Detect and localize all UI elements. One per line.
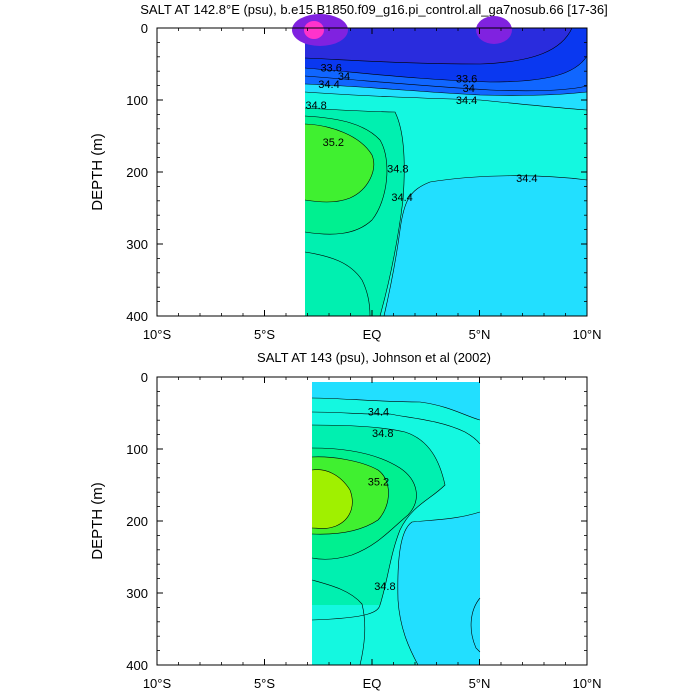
- top-y-axis-label: DEPTH (m): [89, 133, 106, 211]
- bottom-contour-line: [397, 511, 481, 666]
- contour-label: 35.2: [368, 476, 389, 488]
- top-contour-line: [304, 83, 588, 96]
- y-tick-label: 400: [126, 658, 148, 673]
- x-tick-label: 10°N: [572, 676, 601, 691]
- top-contour-line: [304, 55, 588, 83]
- y-tick-label: 300: [126, 237, 148, 252]
- contour-label: 34: [338, 71, 350, 83]
- y-tick-label: 200: [126, 514, 148, 529]
- y-tick-label: 100: [126, 442, 148, 457]
- bottom-panel: SALT AT 143 (psu), Johnson et al (2002) …: [89, 350, 602, 691]
- x-tick-label: 10°N: [572, 327, 601, 342]
- contour-label: 34.4: [391, 192, 412, 204]
- contour-label: 34.8: [374, 581, 395, 593]
- x-tick-label: EQ: [363, 676, 382, 691]
- top-contour-line: [304, 123, 374, 203]
- top-contour-line: [304, 27, 573, 65]
- top-fill-magenta-left: [304, 21, 324, 39]
- x-tick-label: 10°S: [143, 676, 172, 691]
- bottom-contour-labels: 34.4 34.8 35.2 34.8: [368, 407, 396, 593]
- contour-label: 34.4: [318, 79, 339, 91]
- y-tick-label: 400: [126, 309, 148, 324]
- top-contours: [304, 27, 588, 317]
- x-tick-label: EQ: [363, 327, 382, 342]
- contour-label: 33.6: [320, 63, 341, 75]
- bottom-contour-line: [311, 447, 417, 560]
- contour-label: 34.8: [372, 428, 393, 440]
- top-contour-line: [383, 175, 588, 317]
- top-contour-line: [304, 75, 588, 92]
- contour-label: 34.4: [456, 95, 477, 107]
- contour-label: 34.8: [387, 163, 408, 175]
- top-contour-line: [304, 91, 588, 111]
- bottom-contour-line: [311, 579, 366, 666]
- bottom-fill-yellowgreen: [312, 469, 353, 529]
- y-tick-label: 300: [126, 586, 148, 601]
- x-tick-label: 5°S: [254, 327, 275, 342]
- top-contour-line: [304, 107, 405, 317]
- bottom-contour-line: [311, 411, 481, 445]
- top-contour-line: [304, 251, 371, 317]
- top-fill-purple-right: [476, 16, 512, 44]
- y-tick-label: 200: [126, 165, 148, 180]
- bottom-contour-line: [311, 397, 481, 421]
- contour-label: 34: [463, 83, 475, 95]
- bottom-title: SALT AT 143 (psu), Johnson et al (2002): [257, 350, 491, 365]
- top-ticks: 10°S 5°S EQ 5°N 10°N 0 100 200 300 400: [126, 21, 601, 342]
- y-tick-label: 0: [141, 21, 148, 36]
- bottom-plot-field: 34.4 34.8 35.2 34.8: [311, 382, 481, 666]
- y-tick-label: 0: [141, 370, 148, 385]
- y-tick-label: 100: [126, 93, 148, 108]
- bottom-contour-line: [311, 456, 389, 535]
- top-contour-line: [304, 115, 388, 235]
- x-tick-label: 5°N: [469, 327, 491, 342]
- contour-label: 33.6: [456, 73, 477, 85]
- contour-label: 34.4: [368, 407, 389, 419]
- bottom-contour-line: [470, 597, 481, 653]
- bottom-y-axis-label: DEPTH (m): [89, 482, 106, 560]
- x-tick-label: 5°S: [254, 676, 275, 691]
- top-fill-green-core: [305, 124, 374, 202]
- top-title: SALT AT 142.8°E (psu), b.e15.B1850.f09_g…: [140, 2, 608, 17]
- x-tick-label: 5°N: [469, 676, 491, 691]
- contour-label: 35.2: [323, 137, 344, 149]
- x-tick-label: 10°S: [143, 327, 172, 342]
- bottom-contour-line: [311, 424, 446, 621]
- bottom-contour-line: [311, 469, 353, 529]
- bottom-ticks: 10°S 5°S EQ 5°N 10°N 0 100 200 300 400: [126, 370, 601, 691]
- bottom-contours: [311, 397, 481, 666]
- top-panel: SALT AT 142.8°E (psu), b.e15.B1850.f09_g…: [89, 2, 608, 342]
- contour-label: 34.4: [516, 173, 537, 185]
- contour-label: 34.8: [305, 100, 326, 112]
